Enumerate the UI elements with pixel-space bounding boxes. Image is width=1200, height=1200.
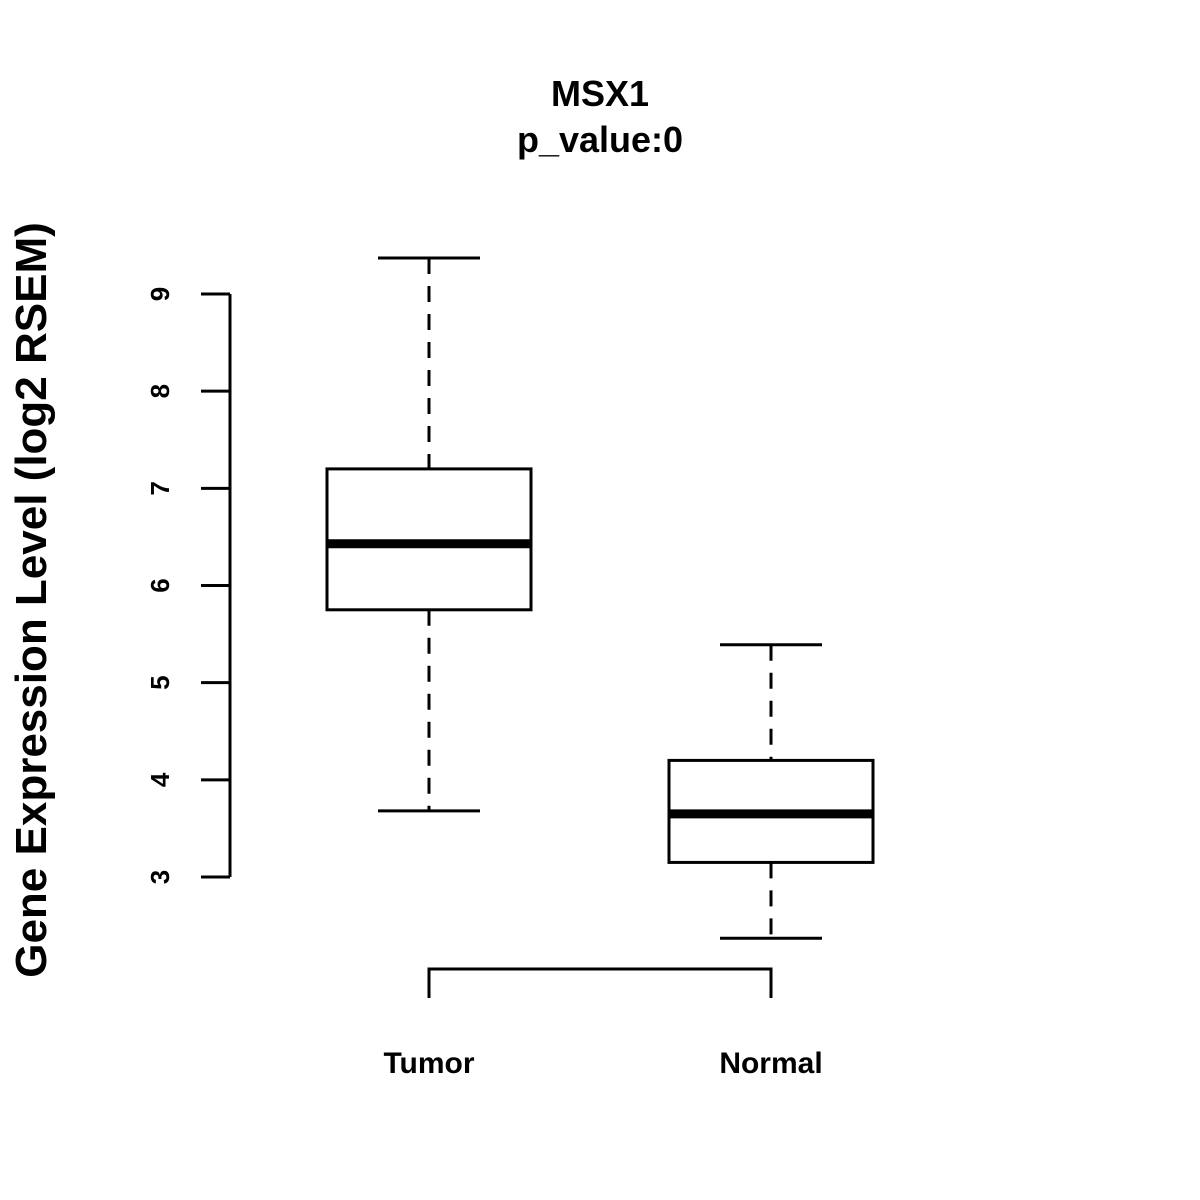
y-axis-label: Gene Expression Level (log2 RSEM) [7, 222, 56, 978]
chart-title: MSX1 [551, 73, 649, 114]
x-category-label: Tumor [383, 1047, 474, 1080]
y-tick-label: 5 [145, 675, 175, 689]
y-tick-label: 8 [145, 384, 175, 398]
chart-subtitle: p_value:0 [517, 119, 683, 160]
y-tick-label: 6 [145, 578, 175, 592]
x-category-label: Normal [719, 1047, 822, 1080]
y-tick-label: 3 [145, 870, 175, 884]
y-tick-label: 4 [145, 772, 175, 787]
y-tick-label: 7 [145, 481, 175, 495]
category-labels: Tumor Normal [383, 1047, 822, 1080]
y-tick-label: 9 [145, 287, 175, 301]
y-axis: 3 4 5 6 7 8 9 [145, 287, 232, 884]
comparison-bracket [427, 967, 773, 998]
box-group [325, 256, 875, 940]
bracket-line [427, 967, 773, 998]
